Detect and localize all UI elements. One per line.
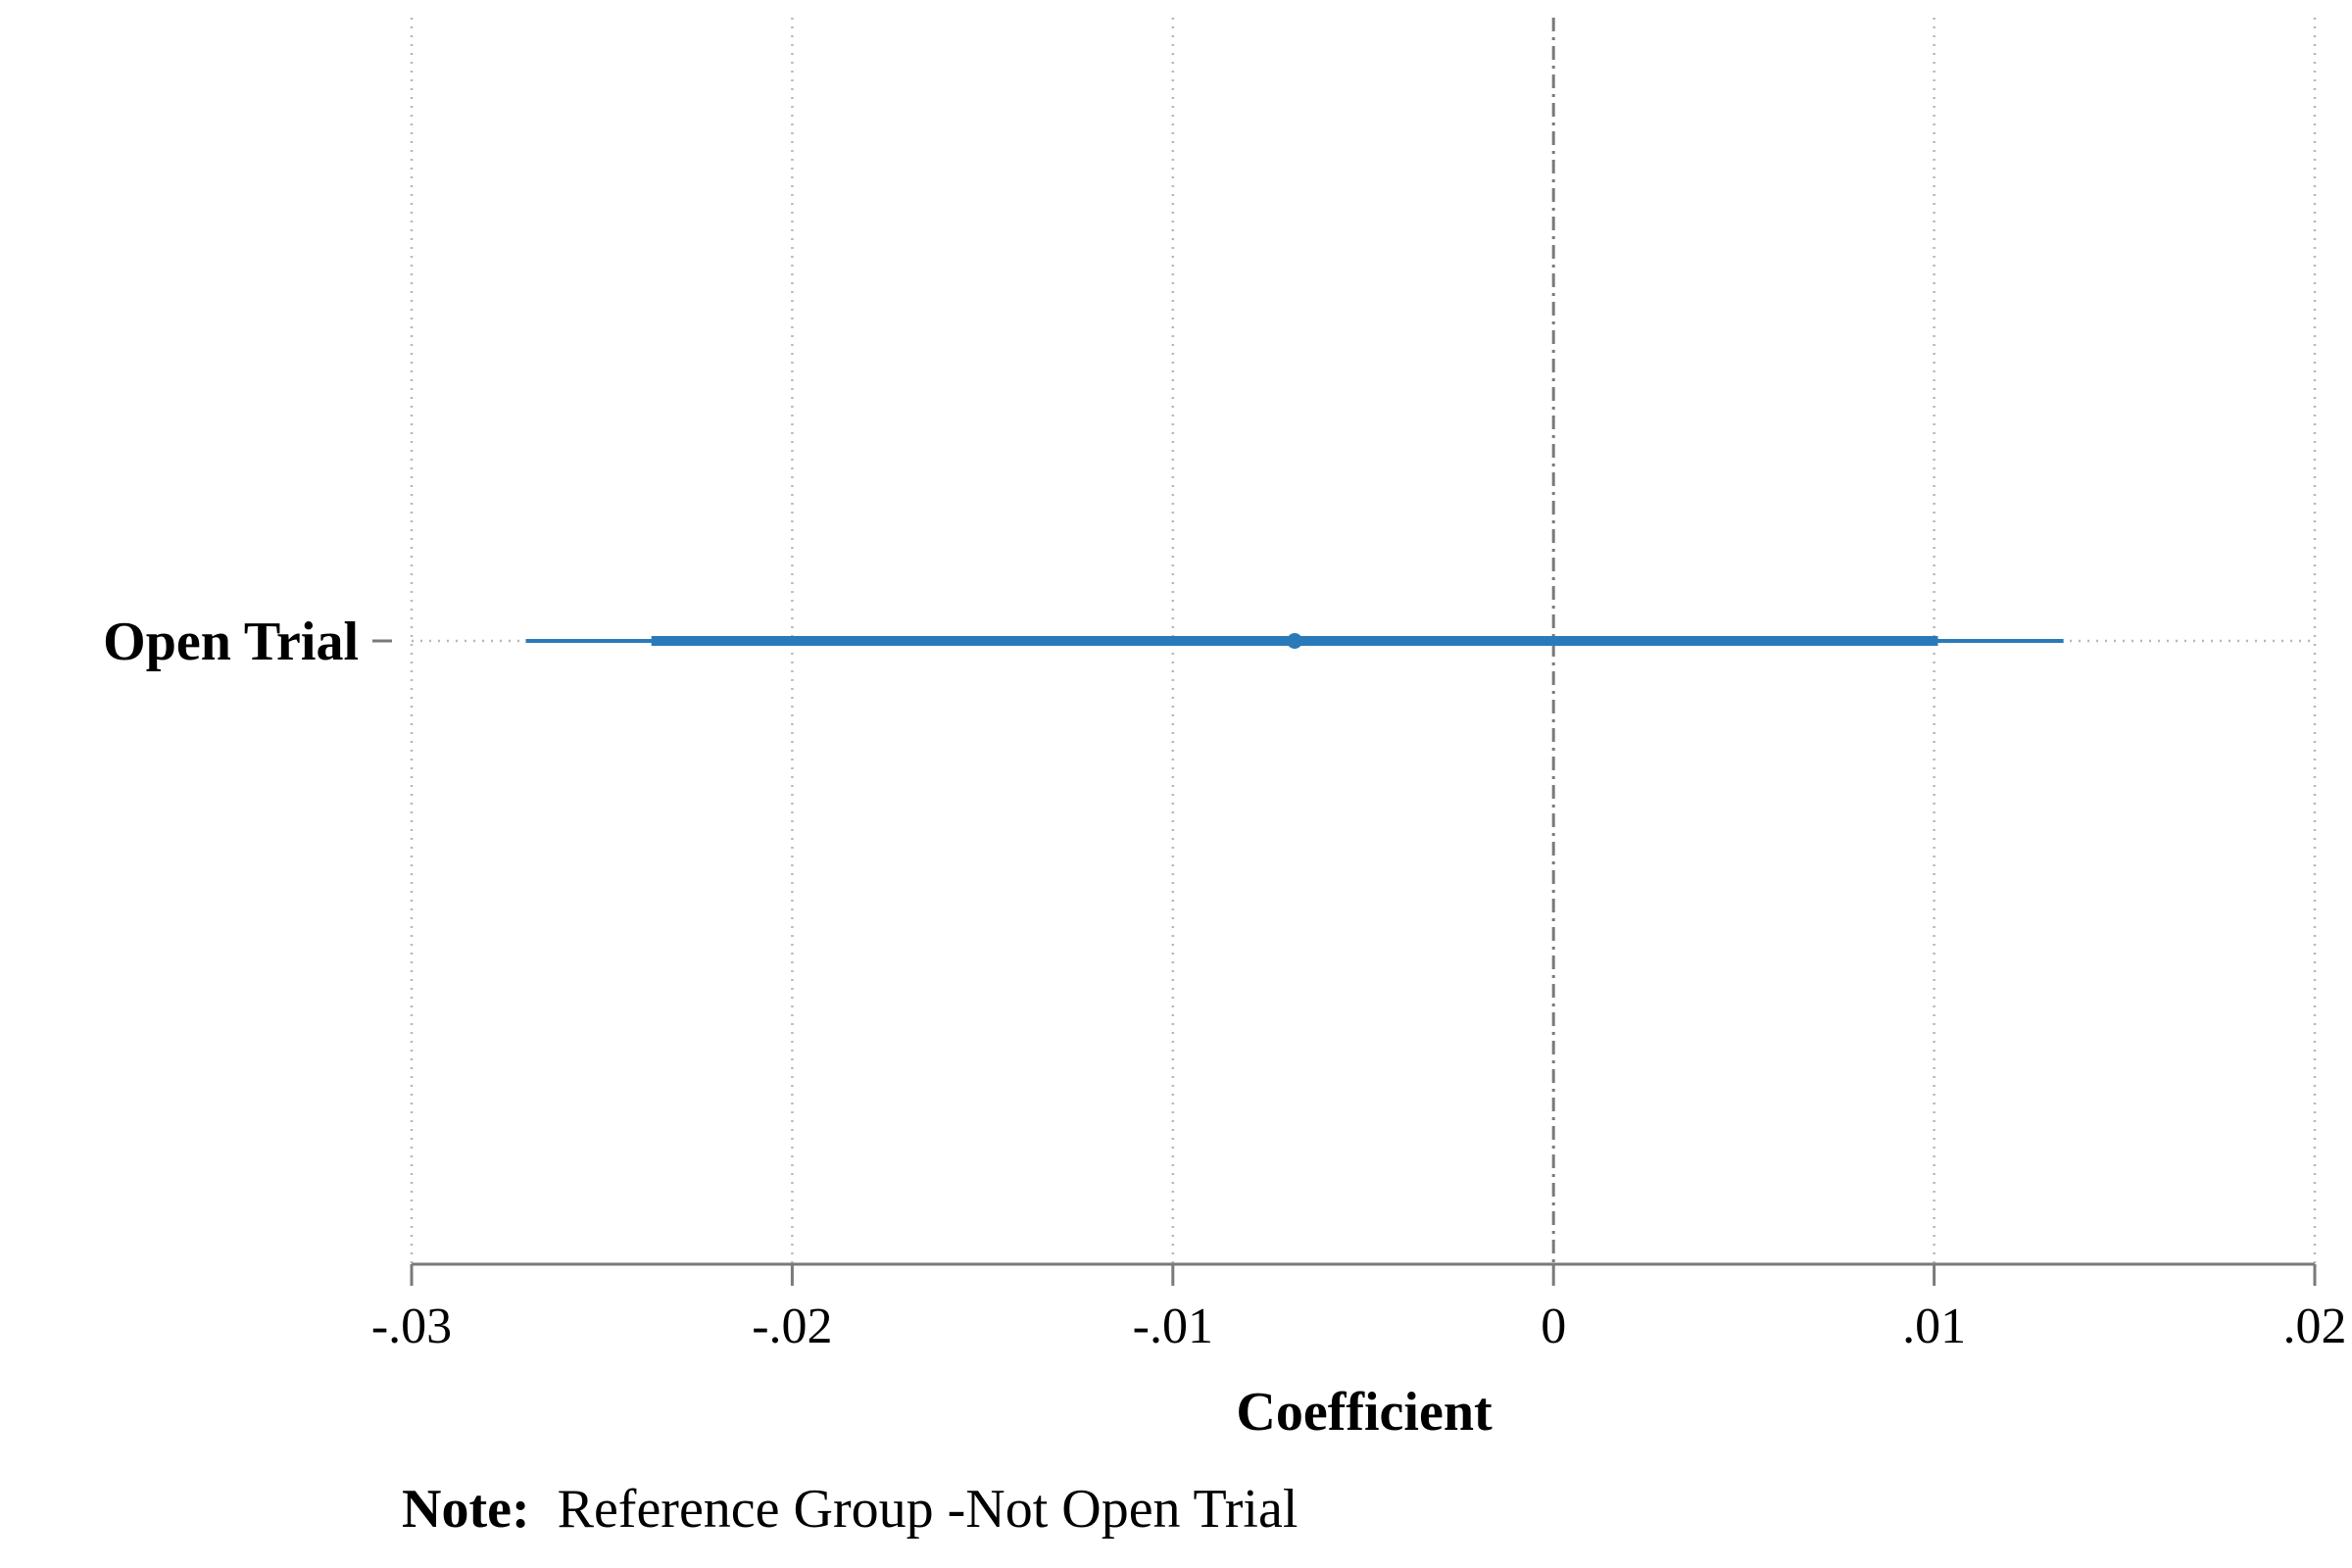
x-tick-label-1: -.02 [752, 1298, 832, 1354]
y-category-label-0: Open Trial [103, 612, 359, 672]
x-tick-label-3: 0 [1541, 1298, 1566, 1354]
coefficient-marks [525, 633, 2064, 649]
x-tick-label-4: .01 [1902, 1298, 1966, 1354]
note-label: Note: [402, 1479, 530, 1540]
point-estimate-0 [1287, 633, 1303, 649]
x-axis-title: Coefficient [1236, 1382, 1493, 1443]
x-axis: -.03 -.02 -.01 0 .01 .02 [371, 1262, 2347, 1354]
y-axis: Open Trial [103, 612, 392, 672]
x-tick-label-0: -.03 [371, 1298, 452, 1354]
x-tick-label-5: .02 [2283, 1298, 2347, 1354]
x-tick-label-2: -.01 [1133, 1298, 1213, 1354]
note-text: Reference Group -Not Open Trial [558, 1479, 1298, 1540]
chart-note: Note: Reference Group -Not Open Trial [402, 1479, 1298, 1540]
